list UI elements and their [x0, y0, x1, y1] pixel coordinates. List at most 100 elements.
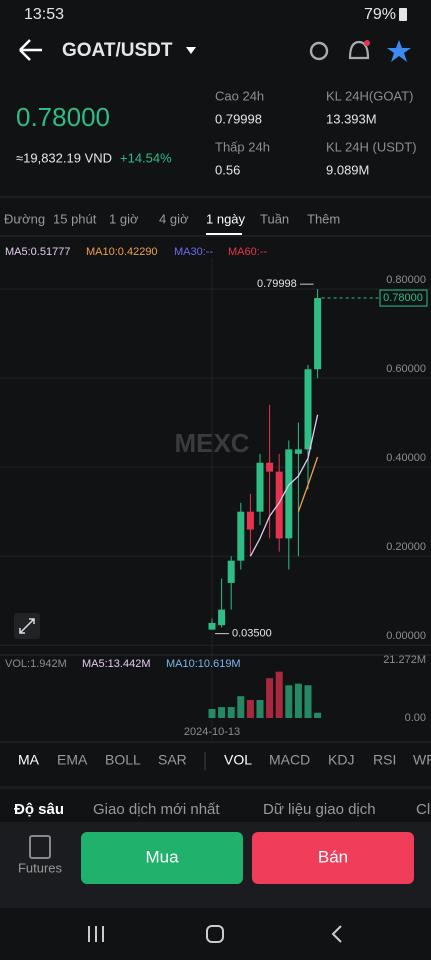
- volume-tick-label: 0.00: [405, 712, 426, 724]
- last-price: 0.78000: [16, 102, 110, 132]
- sell-label[interactable]: Bán: [318, 847, 348, 866]
- tab[interactable]: Dữ liệu giao dịch: [263, 801, 376, 818]
- last-price-tag: 0.78000: [383, 292, 423, 304]
- stat-value: 0.56: [215, 162, 240, 177]
- stat-label: KL 24H(GOAT): [326, 88, 413, 103]
- tab[interactable]: Giao dịch mới nhất: [93, 801, 220, 818]
- candle-body: [227, 560, 235, 583]
- y-tick-label: 0.00000: [386, 630, 426, 642]
- candle-body: [304, 369, 312, 450]
- nav-recent[interactable]: [88, 926, 104, 942]
- share-icon[interactable]: [309, 41, 329, 61]
- indicator-tab[interactable]: BOLL: [105, 752, 141, 768]
- volume-bar: [314, 712, 322, 718]
- timeframe-underline: [206, 233, 242, 235]
- nav-back[interactable]: [331, 925, 342, 943]
- volume-bar: [246, 700, 254, 718]
- volume-bar: [304, 685, 312, 718]
- pair[interactable]: GOAT/USDT: [62, 40, 173, 61]
- candle-body: [285, 449, 293, 539]
- timeframe[interactable]: Tuần: [260, 211, 289, 226]
- stat-value: 0.79998: [215, 111, 262, 126]
- candle-body: [237, 511, 245, 561]
- vnd-price: ≈19,832.19 VND: [16, 150, 112, 165]
- battery: 79%: [364, 6, 396, 23]
- last-price-box: [379, 289, 428, 307]
- futures[interactable]: Futures: [18, 860, 63, 875]
- buy-button[interactable]: [81, 832, 243, 884]
- indicator-tab[interactable]: KDJ: [328, 752, 354, 768]
- indicator-tab[interactable]: RSI: [373, 752, 396, 768]
- timeframe[interactable]: Thêm: [307, 211, 340, 226]
- indicator-tab[interactable]: VOL: [224, 752, 252, 768]
- stat-value: 13.393M: [326, 111, 377, 126]
- candle-body: [314, 298, 322, 370]
- change: +14.54%: [120, 150, 172, 165]
- ma-line: [297, 456, 319, 512]
- time: 13:53: [24, 6, 64, 23]
- indicator-tab[interactable]: SAR: [158, 752, 187, 768]
- indicator-tab[interactable]: MACD: [269, 752, 310, 768]
- timeframe[interactable]: Đường: [4, 211, 45, 226]
- y-tick-label: 0.20000: [386, 541, 426, 553]
- high-label: 0.79998: [257, 278, 297, 290]
- battery-icon: [399, 8, 407, 21]
- candle-body: [246, 511, 254, 530]
- candle-body: [256, 462, 264, 512]
- y-tick-label: 0.80000: [386, 274, 426, 286]
- futures-icon[interactable]: [29, 835, 51, 859]
- stat-label: KL 24H (USDT): [326, 139, 417, 154]
- volume-label: MA5:13.442M: [82, 658, 150, 670]
- fullscreen-icon: [19, 618, 35, 634]
- date-label: 2024-10-13: [184, 726, 240, 738]
- stat-label: Thấp 24h: [215, 139, 270, 154]
- favorite-icon[interactable]: [387, 40, 411, 62]
- volume-bar: [285, 685, 293, 718]
- ma-label: MA10:0.42290: [86, 246, 158, 258]
- volume-tick-label: 21.272M: [383, 654, 426, 666]
- volume-label: VOL:1.942M: [5, 658, 67, 670]
- volume-bar: [227, 707, 235, 718]
- candle-body: [275, 471, 283, 539]
- volume-bar: [294, 683, 302, 718]
- ma-label: MA60:--: [228, 246, 267, 258]
- back-button[interactable]: [19, 39, 42, 61]
- dropdown[interactable]: [186, 47, 196, 54]
- tab[interactable]: Cl: [416, 801, 430, 818]
- indicator-tab[interactable]: WR: [413, 752, 431, 768]
- volume-label: MA10:10.619M: [166, 658, 241, 670]
- timeframe[interactable]: 4 giờ: [159, 211, 189, 226]
- stat-label: Cao 24h: [215, 88, 264, 103]
- ma-label: MA30:--: [174, 246, 213, 258]
- volume-bar: [266, 678, 274, 718]
- sell-button[interactable]: [252, 832, 414, 884]
- y-tick-label: 0.40000: [386, 452, 426, 464]
- timeframe[interactable]: 1 ngày: [206, 211, 246, 226]
- indicator-tab[interactable]: EMA: [57, 752, 88, 768]
- tab[interactable]: Độ sâu: [14, 801, 64, 818]
- ma-line: [249, 414, 319, 557]
- divider: [0, 786, 431, 789]
- candle-body: [266, 462, 274, 472]
- timeframe[interactable]: 15 phút: [53, 211, 97, 226]
- volume-bar: [208, 709, 216, 718]
- badge: [364, 40, 370, 46]
- stat-value: 9.089M: [326, 162, 369, 177]
- nav-home[interactable]: [206, 925, 224, 943]
- timeframe[interactable]: 1 giờ: [109, 211, 139, 226]
- candle-body: [208, 622, 216, 630]
- indicator-tab[interactable]: MA: [18, 752, 40, 768]
- ma-label: MA5:0.51777: [5, 246, 70, 258]
- buy-label[interactable]: Mua: [145, 847, 179, 866]
- low-label: 0.03500: [232, 628, 272, 640]
- volume-bar: [237, 696, 245, 718]
- volume-bar: [218, 707, 226, 718]
- volume-bar: [275, 671, 283, 718]
- y-tick-label: 0.60000: [386, 363, 426, 375]
- bell-icon[interactable]: [348, 40, 370, 60]
- candle-body: [294, 449, 302, 454]
- volume-bar: [256, 700, 264, 718]
